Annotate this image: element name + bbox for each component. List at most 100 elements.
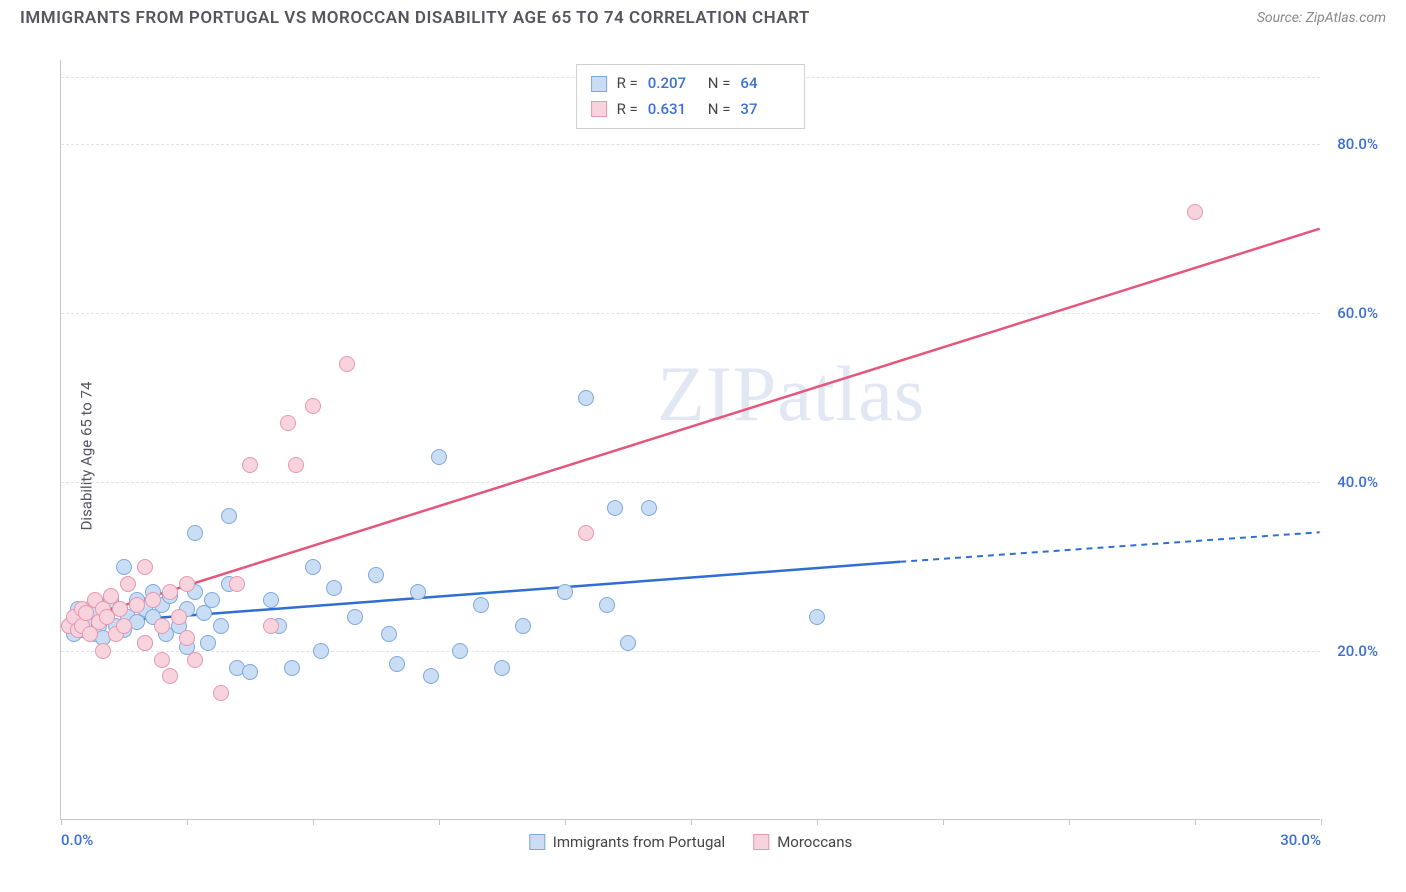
data-point-portugal (284, 660, 300, 676)
data-point-portugal (187, 525, 203, 541)
data-point-portugal (381, 626, 397, 642)
data-point-moroccans (154, 652, 170, 668)
data-point-portugal (389, 656, 405, 672)
data-point-portugal (494, 660, 510, 676)
data-point-portugal (313, 643, 329, 659)
data-point-moroccans (162, 668, 178, 684)
data-point-moroccans (229, 576, 245, 592)
data-point-moroccans (179, 630, 195, 646)
data-point-moroccans (187, 652, 203, 668)
source-attribution: Source: ZipAtlas.com (1257, 10, 1386, 26)
data-point-portugal (116, 559, 132, 575)
x-tick (817, 819, 818, 825)
data-point-portugal (263, 592, 279, 608)
x-tick (1195, 819, 1196, 825)
legend-n-value-moroccans: 37 (740, 97, 790, 123)
data-point-moroccans (242, 457, 258, 473)
x-tick (943, 819, 944, 825)
x-tick (439, 819, 440, 825)
legend-r-value-moroccans: 0.631 (648, 97, 698, 123)
series-legend: Immigrants from Portugal Moroccans (529, 833, 852, 851)
x-tick-label: 0.0% (61, 831, 93, 849)
y-tick-label: 20.0% (1337, 642, 1378, 660)
bottom-legend-label: Immigrants from Portugal (553, 833, 725, 851)
watermark-atlas: atlas (777, 350, 925, 437)
data-point-portugal (641, 500, 657, 516)
data-point-moroccans (179, 576, 195, 592)
data-point-moroccans (162, 584, 178, 600)
y-tick-label: 60.0% (1337, 304, 1378, 322)
x-tick (313, 819, 314, 825)
gridline-h (61, 651, 1320, 652)
x-tick (61, 819, 62, 825)
data-point-portugal (599, 597, 615, 613)
x-tick (565, 819, 566, 825)
data-point-moroccans (129, 597, 145, 613)
x-tick (187, 819, 188, 825)
plot-area: ZIPatlas R =0.207N =64R =0.631N =37 Immi… (60, 60, 1320, 820)
data-point-moroccans (263, 618, 279, 634)
legend-n-value-portugal: 64 (740, 71, 790, 97)
x-tick (1069, 819, 1070, 825)
gridline-h (61, 482, 1320, 483)
data-point-moroccans (145, 592, 161, 608)
legend-row-portugal: R = 0.207 N = 64 (591, 71, 791, 97)
data-point-moroccans (578, 525, 594, 541)
x-tick-label: 30.0% (1280, 831, 1321, 849)
data-point-portugal (809, 609, 825, 625)
legend-n-label: N = (708, 97, 731, 123)
y-tick-label: 80.0% (1337, 135, 1378, 153)
data-point-portugal (326, 580, 342, 596)
legend-swatch-moroccans (591, 101, 607, 117)
data-point-portugal (368, 567, 384, 583)
chart-title: IMMIGRANTS FROM PORTUGAL VS MOROCCAN DIS… (20, 8, 810, 28)
data-point-portugal (473, 597, 489, 613)
data-point-moroccans (120, 576, 136, 592)
data-point-portugal (515, 618, 531, 634)
trend-lines-svg (61, 60, 1320, 819)
gridline-h (61, 144, 1320, 145)
bottom-legend-item: Immigrants from Portugal (529, 833, 725, 851)
data-point-portugal (221, 508, 237, 524)
data-point-portugal (452, 643, 468, 659)
data-point-moroccans (1187, 204, 1203, 220)
data-point-moroccans (213, 685, 229, 701)
data-point-moroccans (288, 457, 304, 473)
data-point-portugal (607, 500, 623, 516)
stats-legend-box: R = 0.207 N = 64 R = 0.631 N = 37 (576, 64, 806, 129)
data-point-portugal (410, 584, 426, 600)
data-point-portugal (347, 609, 363, 625)
data-point-moroccans (305, 398, 321, 414)
bottom-legend-swatch (529, 834, 545, 850)
x-tick (1321, 819, 1322, 825)
data-point-moroccans (116, 618, 132, 634)
data-point-portugal (305, 559, 321, 575)
data-point-moroccans (154, 618, 170, 634)
legend-r-value-portugal: 0.207 (648, 71, 698, 97)
legend-r-label: R = (617, 71, 638, 97)
x-tick (691, 819, 692, 825)
data-point-moroccans (137, 635, 153, 651)
data-point-moroccans (112, 601, 128, 617)
watermark-zip: ZIP (657, 350, 777, 437)
chart-container: Disability Age 65 to 74 ZIPatlas R =0.20… (20, 40, 1386, 872)
trend-line-moroccans (61, 229, 1319, 625)
gridline-h (61, 313, 1320, 314)
data-point-portugal (423, 668, 439, 684)
data-point-moroccans (137, 559, 153, 575)
data-point-portugal (578, 390, 594, 406)
data-point-portugal (213, 618, 229, 634)
watermark: ZIPatlas (657, 349, 925, 439)
legend-row-moroccans: R = 0.631 N = 37 (591, 97, 791, 123)
data-point-portugal (557, 584, 573, 600)
legend-n-label: N = (708, 71, 731, 97)
data-point-portugal (242, 664, 258, 680)
bottom-legend-item: Moroccans (753, 833, 852, 851)
legend-r-label: R = (617, 97, 638, 123)
data-point-portugal (620, 635, 636, 651)
y-tick-label: 40.0% (1337, 473, 1378, 491)
bottom-legend-label: Moroccans (777, 833, 852, 851)
bottom-legend-swatch (753, 834, 769, 850)
data-point-moroccans (171, 609, 187, 625)
trend-line-dashed-portugal (900, 532, 1319, 562)
